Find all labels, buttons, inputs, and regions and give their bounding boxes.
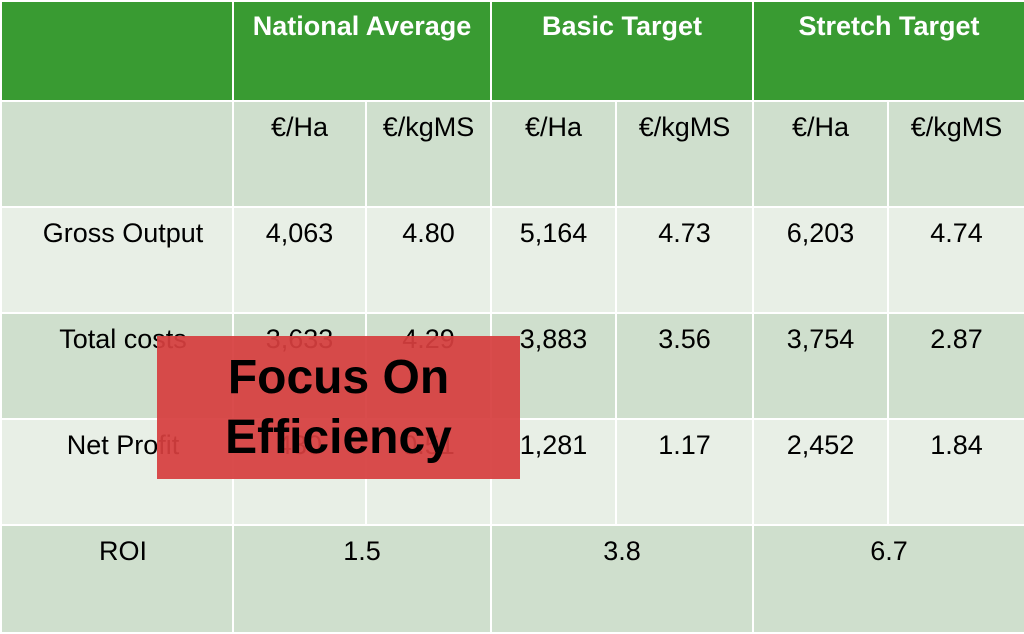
unit-cell: €/Ha xyxy=(232,100,367,208)
table-row-roi: ROI 1.5 3.8 6.7 xyxy=(0,524,1024,634)
row-label: ROI xyxy=(0,524,234,634)
table-cell: 1.17 xyxy=(615,418,755,526)
unit-cell: €/Ha xyxy=(490,100,618,208)
unit-cell: €/kgMS xyxy=(887,100,1024,208)
roi-cell: 1.5 xyxy=(231,524,493,634)
header-empty-cell xyxy=(0,0,234,102)
table-cell: 1.84 xyxy=(887,418,1024,526)
row-label: Gross Output xyxy=(0,206,234,314)
table-cell: 4,063 xyxy=(232,206,367,314)
roi-cell: 3.8 xyxy=(490,524,755,634)
table-cell: 5,164 xyxy=(490,206,618,314)
header-row: National Average Basic Target Stretch Ta… xyxy=(0,0,1024,102)
table-cell: 4.74 xyxy=(887,206,1024,314)
header-national-average: National Average xyxy=(231,0,493,102)
table-cell: 3.56 xyxy=(615,312,755,420)
banner-line-2: Efficiency xyxy=(225,410,452,464)
table-cell: 6,203 xyxy=(752,206,890,314)
table-cell: 3,754 xyxy=(752,312,890,420)
units-row: €/Ha €/kgMS €/Ha €/kgMS €/Ha €/kgMS xyxy=(0,100,1024,208)
banner-line-1: Focus On xyxy=(227,350,450,404)
header-stretch-target: Stretch Target xyxy=(752,0,1024,102)
table-cell: 3,883 xyxy=(490,312,618,420)
roi-cell: 6.7 xyxy=(752,524,1024,634)
header-basic-target: Basic Target xyxy=(490,0,755,102)
unit-cell: €/kgMS xyxy=(364,100,493,208)
table-cell: 2,452 xyxy=(752,418,890,526)
focus-on-efficiency-banner: Focus On Efficiency xyxy=(157,336,520,479)
table-cell: 4.73 xyxy=(615,206,755,314)
table-row-gross-output: Gross Output 4,063 4.80 5,164 4.73 6,203… xyxy=(0,206,1024,314)
unit-cell: €/Ha xyxy=(752,100,890,208)
table-cell: 2.87 xyxy=(887,312,1024,420)
unit-cell: €/kgMS xyxy=(615,100,755,208)
units-empty-cell xyxy=(0,100,234,208)
table-cell: 4.80 xyxy=(364,206,493,314)
